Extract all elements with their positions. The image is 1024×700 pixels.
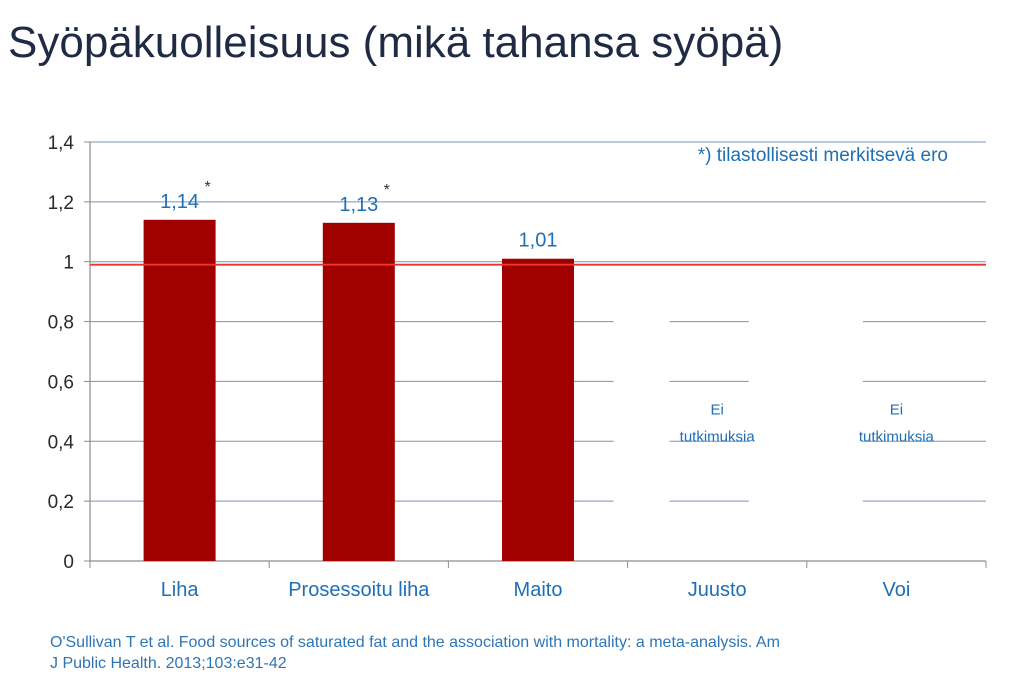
category-label: Prosessoitu liha [288,579,430,601]
category-label: Maito [514,579,563,601]
data-label: 1,14 [160,191,199,213]
source-line-2: J Public Health. 2013;103:e31-42 [50,655,287,672]
chart-annotation: *) tilastollisesti merkitsevä ero [698,145,948,166]
y-tick-label: 0,2 [48,492,74,513]
no-data-label: tutkimuksia [680,428,756,445]
source-citation: O'Sullivan T et al. Food sources of satu… [50,632,900,674]
y-tick-label: 0,6 [48,372,74,393]
bar [322,222,395,562]
no-data-label: Ei [890,401,903,418]
y-tick-label: 1 [63,253,74,274]
category-label: Liha [161,579,200,601]
bar [502,258,574,561]
bar [143,219,216,562]
no-data-label: Ei [711,401,724,418]
y-tick-label: 0,8 [48,313,74,334]
bar-chart: 0 0,2 0,4 0,6 0,8 1 1,2 1,4 1,14 * Liha 1,13 * Proses… [48,133,987,601]
y-tick-label: 0,4 [48,432,75,453]
significance-marker: * [204,179,210,196]
category-label: Juusto [688,579,747,601]
data-label: 1,13 [339,194,378,216]
y-tick-label: 1,4 [48,133,75,154]
no-data-label: tutkimuksia [859,428,935,445]
category-label: Voi [882,579,910,601]
y-tick-label: 1,2 [48,193,74,214]
y-tick-label: 0 [63,552,74,573]
slide-title: Syöpäkuolleisuus (mikä tahansa syöpä) [8,18,784,67]
significance-marker: * [384,182,390,199]
data-label: 1,01 [519,230,558,252]
source-line-1: O'Sullivan T et al. Food sources of satu… [50,634,780,651]
